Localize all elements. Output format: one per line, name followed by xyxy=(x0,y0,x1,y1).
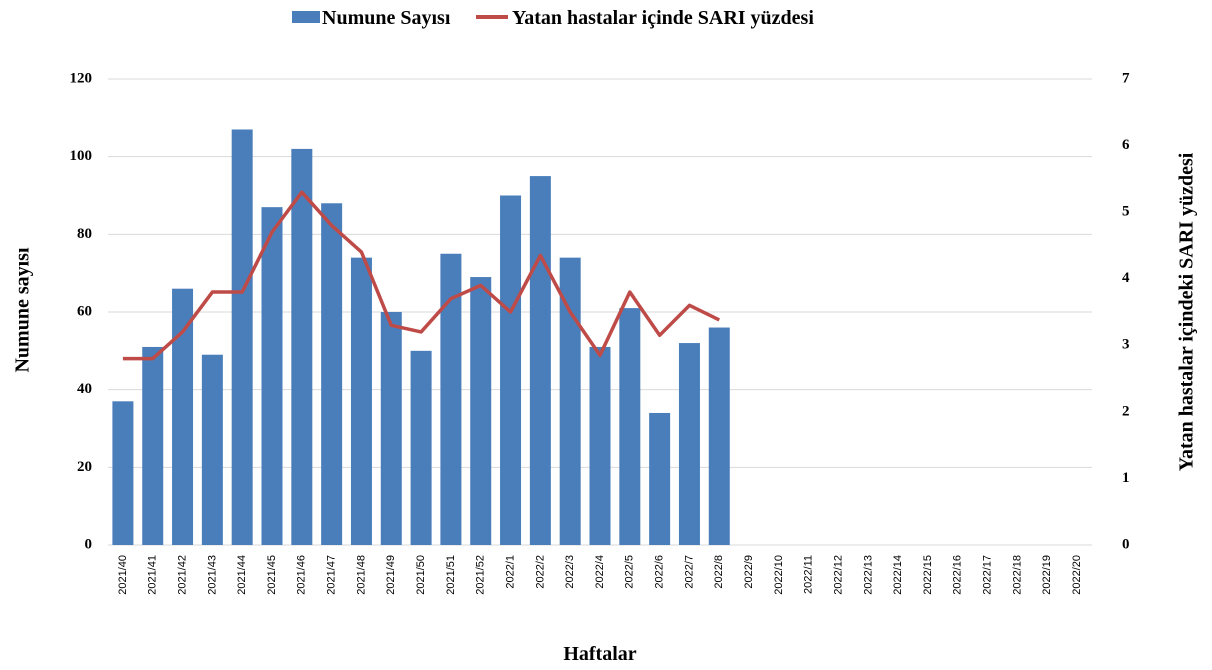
y2-tick-label: 1 xyxy=(1122,470,1130,486)
x-tick-label: 2021/47 xyxy=(326,555,338,595)
x-tick-label: 2022/18 xyxy=(1011,555,1023,595)
x-tick-label: 2022/5 xyxy=(624,555,636,589)
y-tick-label: 0 xyxy=(85,536,93,552)
bar xyxy=(350,257,372,545)
y2-tick-label: 7 xyxy=(1122,70,1130,86)
y2-tick-label: 5 xyxy=(1122,204,1130,220)
bar xyxy=(500,195,522,545)
bar xyxy=(172,288,194,545)
y2-tick-label: 4 xyxy=(1122,270,1130,286)
bar xyxy=(112,401,134,545)
y-tick-label: 100 xyxy=(70,148,93,164)
x-tick-label: 2022/16 xyxy=(952,555,964,595)
x-tick-label: 2021/51 xyxy=(445,555,457,595)
bar xyxy=(201,354,223,545)
bar xyxy=(291,148,313,545)
y2-tick-label: 0 xyxy=(1122,536,1130,552)
x-tick-label: 2022/11 xyxy=(803,555,815,594)
bar xyxy=(649,412,671,545)
x-tick-label: 2021/50 xyxy=(415,555,427,595)
x-tick-label: 2021/40 xyxy=(117,555,129,595)
bar xyxy=(261,207,283,545)
bar xyxy=(559,257,581,545)
x-tick-label: 2021/46 xyxy=(296,555,308,595)
y2-tick-label: 2 xyxy=(1122,403,1130,419)
x-tick-label: 2022/12 xyxy=(832,555,844,595)
x-tick-label: 2021/45 xyxy=(266,555,278,595)
line xyxy=(122,190,721,361)
y2-tick-label: 6 xyxy=(1122,137,1130,153)
y2-axis-title: Yatan hastalar içindeki SARI yüzdesi xyxy=(1176,152,1198,471)
x-tick-label: 2021/52 xyxy=(475,555,487,595)
bar xyxy=(529,176,551,546)
x-tick-label: 2021/49 xyxy=(385,555,397,595)
x-tick-label: 2022/19 xyxy=(1041,555,1053,595)
x-tick-label: 2021/48 xyxy=(355,555,367,595)
y-tick-label: 20 xyxy=(77,459,92,475)
x-tick-label: 2022/10 xyxy=(773,555,785,595)
x-axis-title: Haftalar xyxy=(563,643,636,665)
y-tick-label: 120 xyxy=(70,70,93,86)
bar xyxy=(380,312,402,545)
legend-swatch xyxy=(292,11,320,23)
x-tick-label: 2022/14 xyxy=(892,555,904,595)
legend-label: Yatan hastalar içinde SARI yüzdesi xyxy=(512,7,814,29)
x-tick-label: 2022/1 xyxy=(504,555,516,589)
x-tick-label: 2022/9 xyxy=(743,555,755,589)
bar xyxy=(231,129,253,545)
y2-tick-label: 3 xyxy=(1122,337,1130,353)
legend-label: Numune Sayısı xyxy=(322,7,451,29)
x-tick-label: 2022/13 xyxy=(862,555,874,595)
bar xyxy=(142,346,164,545)
bar xyxy=(440,253,462,545)
x-tick-label: 2022/15 xyxy=(922,555,934,595)
x-tick-label: 2021/42 xyxy=(176,555,188,595)
x-tick-label: 2022/17 xyxy=(982,555,994,595)
x-tick-label: 2022/3 xyxy=(564,555,576,589)
x-tick-label: 2021/44 xyxy=(236,555,248,595)
bar xyxy=(589,346,611,545)
bar xyxy=(470,277,492,545)
bar xyxy=(619,308,641,545)
bar xyxy=(410,350,432,545)
y-tick-label: 80 xyxy=(77,226,92,242)
bar xyxy=(678,343,700,545)
x-tick-label: 2022/20 xyxy=(1071,555,1083,595)
y-axis-title: Numune sayısı xyxy=(12,247,34,372)
x-tick-label: 2021/43 xyxy=(206,555,218,595)
x-tick-label: 2022/2 xyxy=(534,555,546,589)
x-tick-label: 2022/4 xyxy=(594,555,606,589)
bar xyxy=(321,203,343,545)
x-tick-label: 2022/6 xyxy=(654,555,666,589)
bar xyxy=(708,327,730,545)
x-tick-label: 2022/8 xyxy=(713,555,725,589)
y-tick-label: 40 xyxy=(77,381,92,397)
x-tick-label: 2022/7 xyxy=(683,555,695,589)
x-tick-label: 2021/41 xyxy=(147,555,159,595)
y-tick-label: 60 xyxy=(77,303,92,319)
